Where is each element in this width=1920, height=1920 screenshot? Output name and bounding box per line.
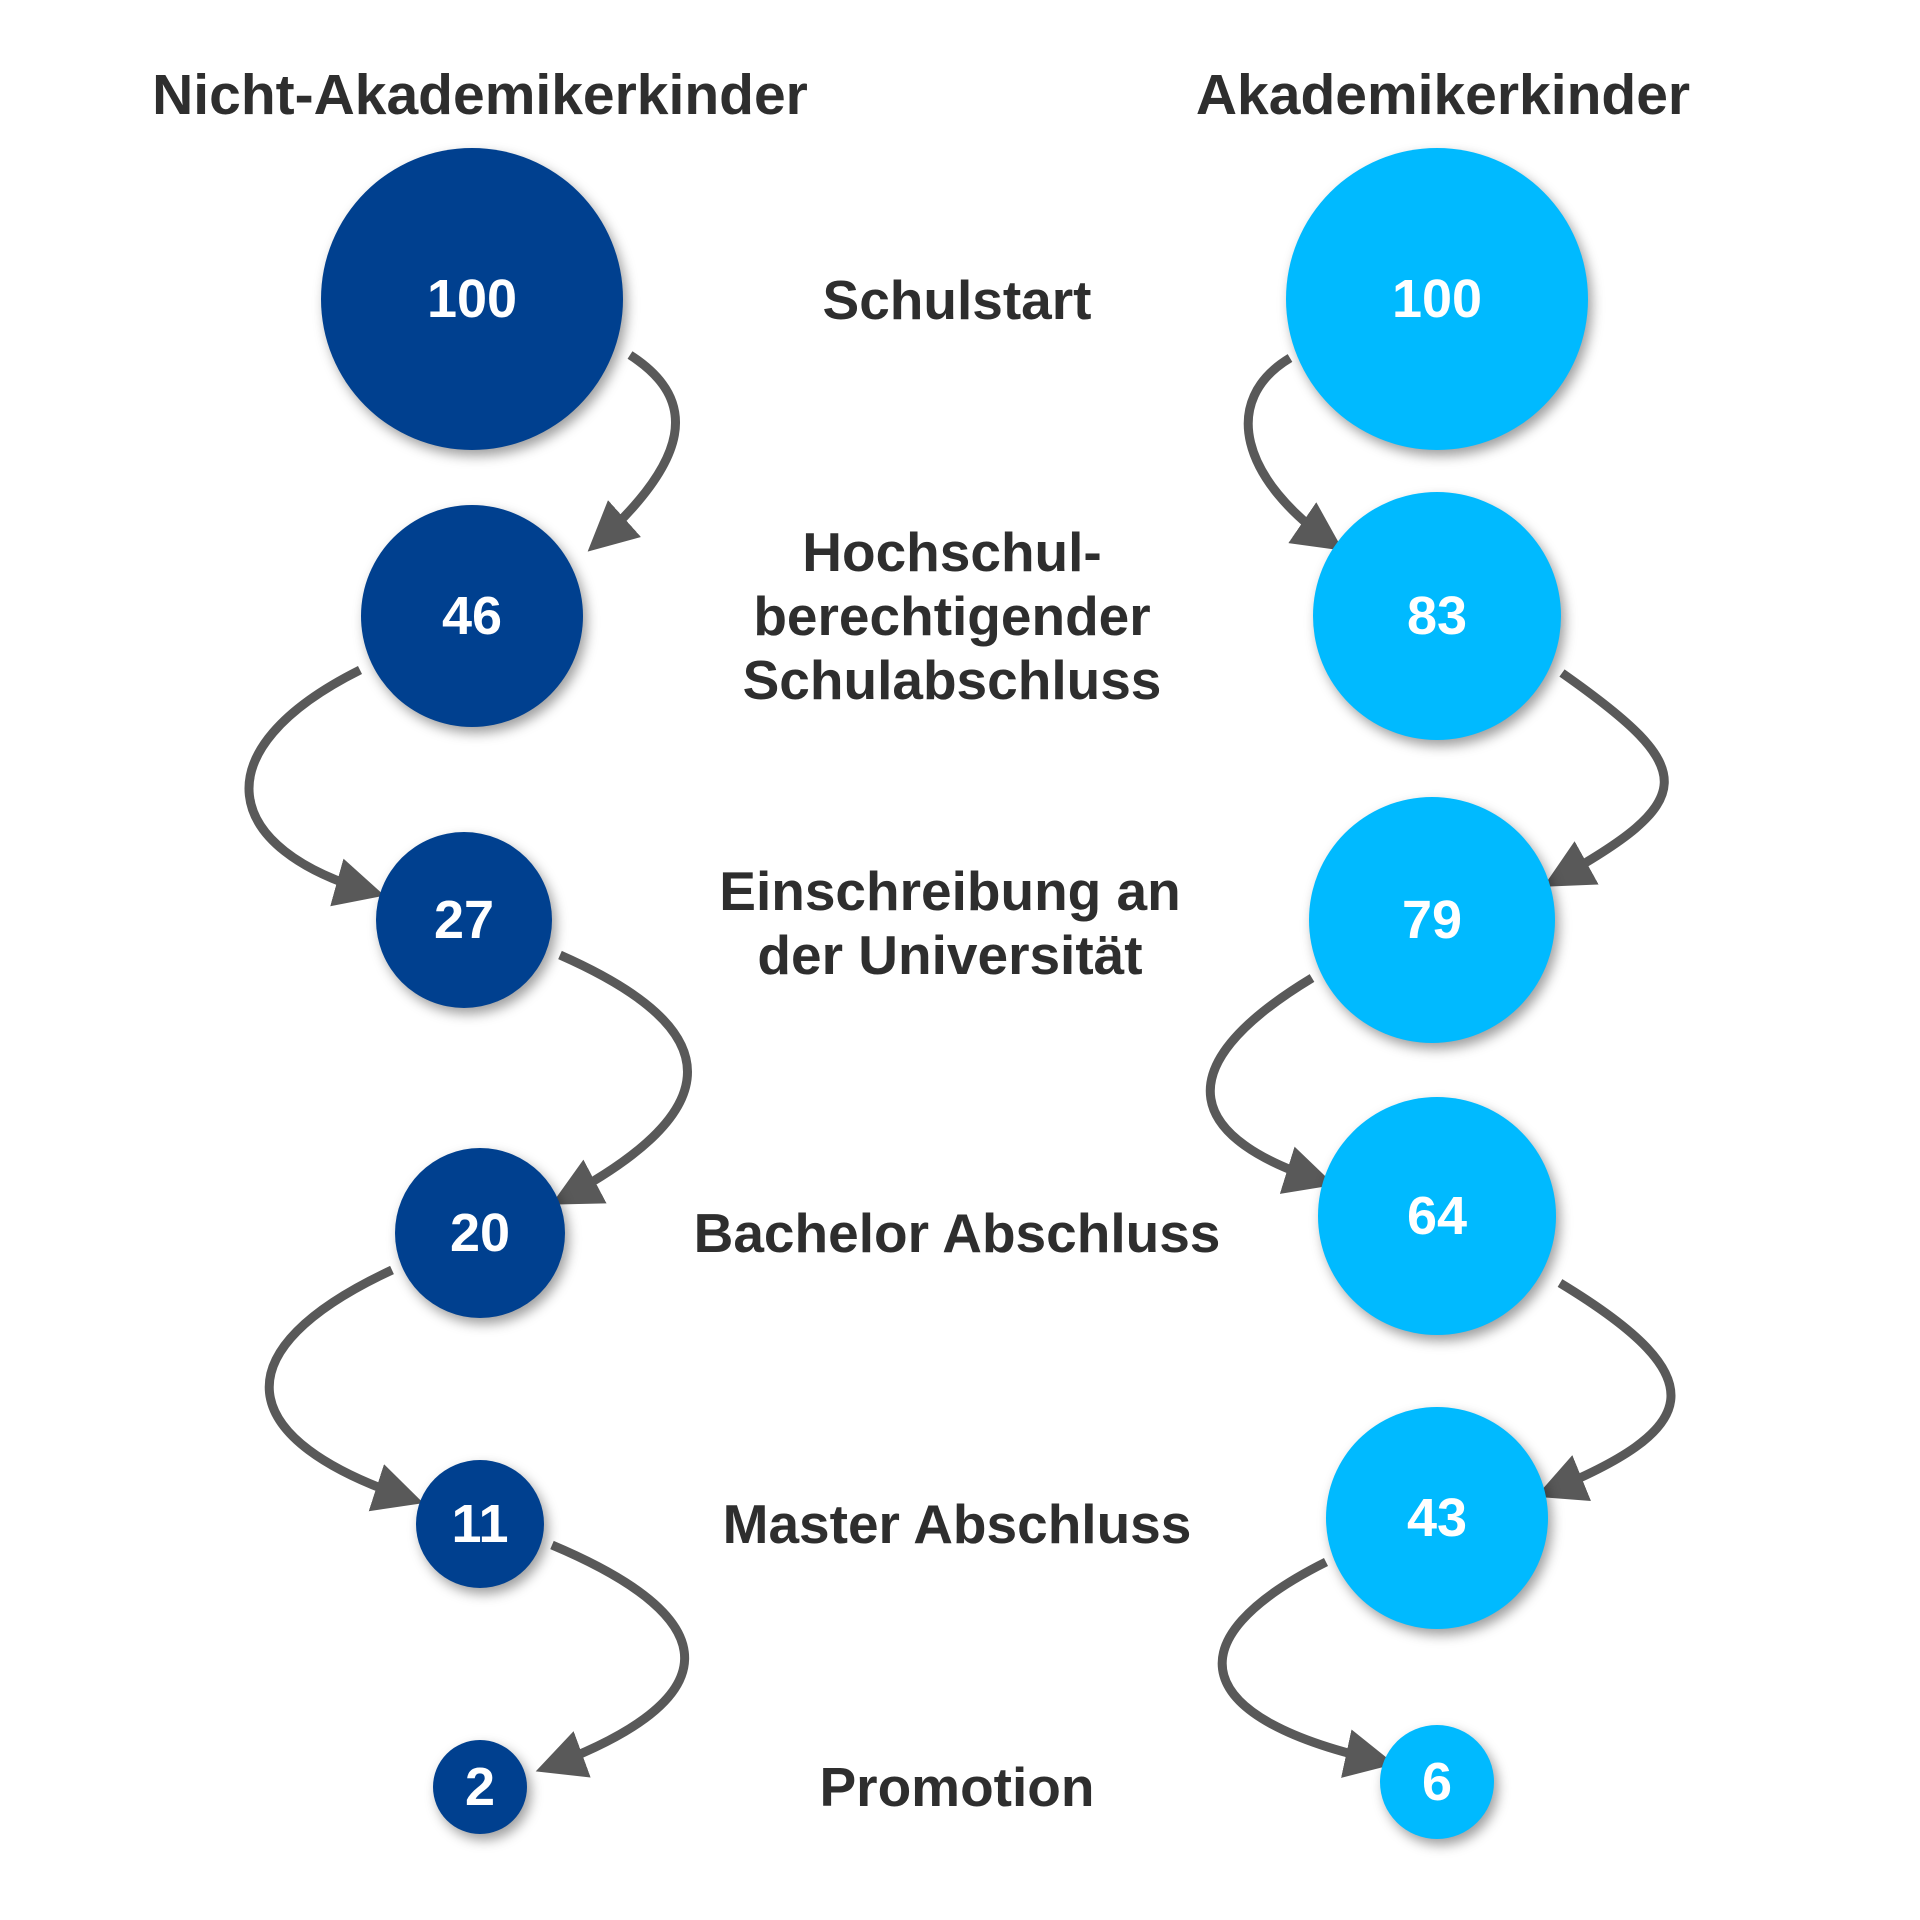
left-node-master: 11 [416, 1460, 544, 1588]
arrow-left-1 [587, 351, 680, 552]
arrow-right-3 [1205, 974, 1335, 1194]
right-column-title: Akademikerkinder [1195, 63, 1691, 127]
stage-label-hochschulberechtigung: Hochschul- berechtigender Schulabschluss [742, 521, 1162, 711]
arrow-left-2 [244, 665, 385, 907]
right-node-promotion: 6 [1380, 1725, 1494, 1839]
left-node-einschreibung: 27 [376, 832, 552, 1008]
right-node-bachelor: 64 [1318, 1097, 1556, 1335]
arrow-right-1 [1243, 354, 1344, 551]
arrow-left-5 [535, 1540, 690, 1778]
right-node-einschreibung: 79 [1309, 797, 1555, 1043]
right-node-master: 43 [1326, 1407, 1548, 1629]
arrow-right-2 [1543, 669, 1669, 887]
left-node-bachelor: 20 [395, 1148, 565, 1318]
stage-label-bachelor: Bachelor Abschluss [693, 1202, 1221, 1264]
left-node-promotion: 2 [433, 1740, 527, 1834]
arrow-left-4 [265, 1265, 424, 1512]
right-node-hochschulberechtigung: 83 [1313, 492, 1561, 740]
left-node-hochschulberechtigung: 46 [361, 505, 583, 727]
stage-label-promotion: Promotion [819, 1756, 1095, 1818]
arrow-left-3 [551, 950, 692, 1205]
left-node-schulstart: 100 [321, 148, 623, 450]
left-column-title: Nicht-Akademikerkinder [152, 63, 808, 127]
arrow-right-5 [1217, 1557, 1395, 1778]
arrow-right-4 [1535, 1279, 1676, 1502]
right-node-schulstart: 100 [1286, 148, 1588, 450]
stage-label-schulstart: Schulstart [822, 269, 1092, 331]
stage-label-master: Master Abschluss [722, 1493, 1192, 1555]
stage-label-einschreibung: Einschreibung an der Universität [719, 860, 1181, 986]
